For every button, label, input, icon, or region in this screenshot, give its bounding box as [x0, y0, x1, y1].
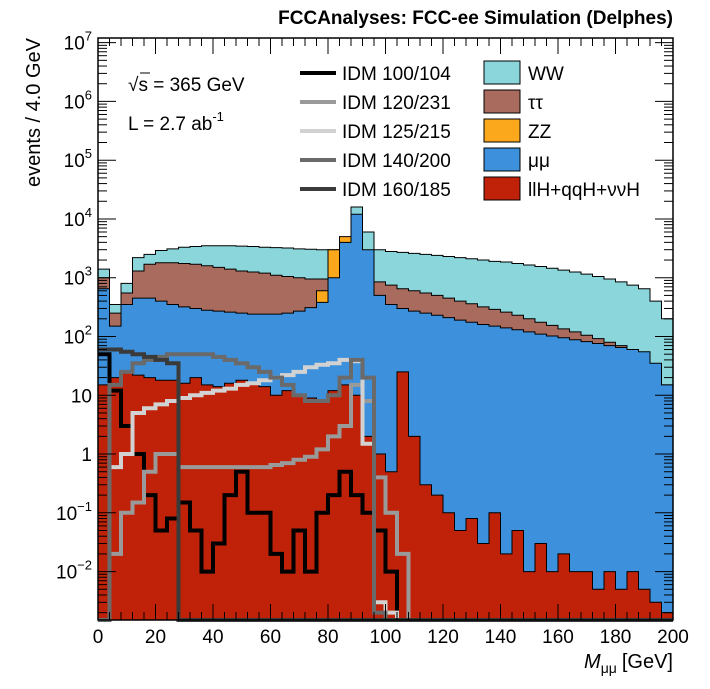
legend-label: IDM 100/104 — [342, 64, 451, 85]
legend-label: IDM 125/215 — [342, 122, 451, 143]
y-tick-base: 10 — [64, 269, 85, 290]
energy-annotation: √s = 365 GeV — [128, 75, 245, 96]
legend-label: IDM 160/185 — [342, 180, 451, 201]
legend-entry: WW — [483, 60, 564, 85]
legend-entry: μμ — [483, 147, 550, 172]
x-tick-label: 0 — [93, 627, 104, 648]
y-tick-exponent: 3 — [85, 264, 92, 279]
chart-title: FCCAnalyses: FCC-ee Simulation (Delphes) — [278, 8, 673, 29]
y-tick-base: 10 — [71, 386, 92, 407]
y-axis-title: events / 4.0 GeV — [23, 37, 45, 187]
y-tick-label: 1 — [81, 445, 92, 466]
y-tick-label: 105 — [64, 146, 92, 172]
y-tick-base: 10 — [64, 210, 85, 231]
y-tick-base: 10 — [56, 563, 77, 584]
legend-label: IDM 140/200 — [342, 151, 451, 172]
y-tick-base: 10 — [64, 34, 85, 55]
legend-label: IDM 120/231 — [342, 93, 451, 114]
legend-entry: IDM 140/200 — [300, 151, 451, 172]
y-tick-label: 103 — [64, 264, 92, 290]
y-tick-label: 106 — [64, 87, 92, 113]
legend-backgrounds: WW ττ ZZ μμ llH+qqH+ννH — [483, 60, 640, 201]
legend-label: ττ — [528, 93, 544, 114]
x-tick-label: 40 — [202, 627, 223, 648]
legend-entry: IDM 160/185 — [300, 180, 451, 201]
y-tick-base: 10 — [64, 92, 85, 113]
y-tick-label: 102 — [64, 323, 92, 349]
legend-label: WW — [528, 64, 564, 85]
legend-entry: llH+qqH+ννH — [483, 176, 640, 201]
x-axis-title-variable: M — [584, 651, 601, 673]
legend-entry: IDM 100/104 — [300, 64, 451, 85]
legend-swatch — [483, 176, 521, 201]
x-tick-labels: 0 20 40 60 80 100 120 140 160 180 200 — [93, 627, 689, 648]
y-tick-exponent: 7 — [85, 29, 92, 44]
sqrt-symbol: √ — [128, 75, 139, 96]
legend-swatch — [483, 118, 521, 143]
legend-signals: IDM 100/104 IDM 120/231 IDM 125/215 IDM … — [300, 64, 451, 201]
lumi-text: L = 2.7 ab — [128, 114, 212, 135]
x-tick-label: 120 — [427, 627, 459, 648]
x-axis-title-subscript: μμ — [601, 660, 617, 676]
legend-swatch — [483, 147, 521, 172]
x-axis-title-unit: [GeV] — [622, 651, 673, 673]
y-tick-base: 1 — [81, 445, 92, 466]
y-tick-exponent: −1 — [77, 499, 92, 514]
legend-label: ZZ — [528, 122, 552, 143]
y-tick-exponent: 4 — [85, 205, 92, 220]
y-tick-label: 107 — [64, 29, 92, 55]
y-tick-label: 10−2 — [56, 558, 92, 584]
x-tick-label: 200 — [657, 627, 689, 648]
legend-label: llH+qqH+ννH — [528, 180, 640, 201]
y-tick-exponent: −2 — [77, 558, 92, 573]
y-tick-label: 10−1 — [56, 499, 92, 525]
energy-text: s = 365 GeV — [138, 75, 244, 96]
x-tick-label: 60 — [260, 627, 281, 648]
y-tick-exponent: 5 — [85, 146, 92, 161]
legend-entry: IDM 120/231 — [300, 93, 451, 114]
legend-swatch — [483, 60, 521, 85]
lumi-exponent: -1 — [212, 109, 224, 124]
x-tick-label: 100 — [370, 627, 402, 648]
x-tick-label: 80 — [317, 627, 338, 648]
axis-ticks — [97, 38, 674, 620]
legend-entry: IDM 125/215 — [300, 122, 451, 143]
y-tick-exponent: 6 — [85, 87, 92, 102]
x-tick-label: 20 — [145, 627, 166, 648]
y-tick-base: 10 — [64, 151, 85, 172]
x-tick-label: 180 — [600, 627, 632, 648]
legend-swatch — [483, 89, 521, 114]
legend-entry: ττ — [483, 89, 544, 114]
x-tick-label: 160 — [542, 627, 574, 648]
y-tick-label: 10 — [71, 386, 92, 407]
legend-entry: ZZ — [483, 118, 552, 143]
x-tick-label: 140 — [485, 627, 517, 648]
legend-label: μμ — [528, 151, 550, 172]
y-tick-base: 10 — [64, 328, 85, 349]
annotations: √s = 365 GeV L = 2.7 ab-1 — [128, 72, 245, 135]
lumi-annotation: L = 2.7 ab-1 — [128, 109, 224, 135]
y-tick-base: 10 — [56, 504, 77, 525]
x-axis-title: Mμμ [GeV] — [584, 651, 673, 676]
y-tick-exponent: 2 — [85, 323, 92, 338]
y-tick-label: 104 — [64, 205, 92, 231]
